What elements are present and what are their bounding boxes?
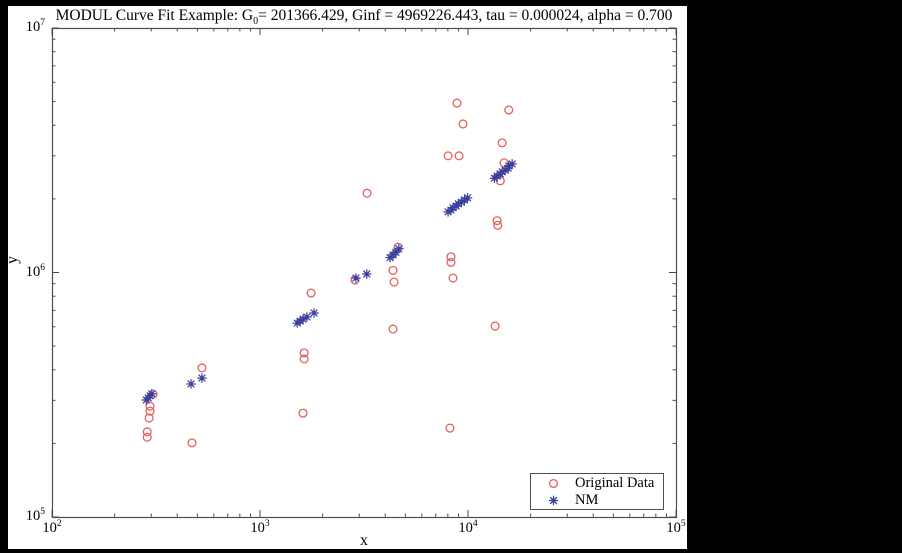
original-data-point (299, 354, 309, 364)
chart-title-subscript: 0 (253, 16, 259, 28)
nm-fit-point (448, 202, 458, 213)
original-data-point (362, 188, 372, 198)
nm-fit-point (443, 207, 453, 217)
nm-fit-point (462, 193, 473, 203)
original-data-point (145, 406, 155, 416)
legend-row-original-data: Original Data (531, 475, 663, 491)
figure-canvas: MODUL Curve Fit Example: G0= 201366.429,… (4, 6, 687, 549)
x-tick-label: 102 (42, 519, 62, 536)
x-axis-label: x (360, 532, 368, 549)
y-tick-label: 105 (25, 507, 45, 524)
original-data-point (187, 438, 197, 448)
original-data-point (142, 427, 152, 437)
nm-fit-point (302, 312, 312, 322)
original-data-point (504, 105, 514, 115)
asterisk-marker-icon (531, 494, 575, 507)
original-data-point (389, 277, 399, 287)
original-data-point (446, 257, 456, 267)
nm-fit-point (292, 318, 303, 328)
legend-row-nm: NM (531, 492, 663, 508)
axes-box (51, 27, 678, 519)
original-data-point (446, 252, 456, 262)
original-data-point (493, 220, 503, 230)
original-data-point (388, 324, 398, 334)
nm-fit-point (147, 388, 157, 399)
chart-title-params: = 201366.429, Ginf = 4969226.443, tau = … (258, 7, 673, 24)
nm-fit-point (500, 165, 511, 176)
original-data-point (458, 119, 468, 129)
original-data-point (492, 216, 502, 226)
original-data-point (388, 265, 398, 275)
legend: Original Data NM (530, 473, 664, 510)
nm-fit-point (456, 197, 467, 207)
original-data-point (445, 423, 455, 433)
original-data-point (299, 348, 309, 358)
nm-fit-point (298, 314, 308, 324)
original-data-point (490, 321, 500, 331)
legend-label-nm: NM (575, 491, 599, 508)
chart-title: MODUL Curve Fit Example: G0= 201366.429,… (44, 7, 684, 27)
circle-marker-icon (531, 477, 575, 490)
nm-fit-point (351, 273, 361, 283)
x-tick-label: 104 (458, 519, 478, 536)
original-data-point (497, 138, 507, 148)
x-tick-label: 105 (666, 519, 686, 536)
plot-area (51, 27, 678, 519)
original-data-point (499, 158, 509, 168)
original-data-point (393, 242, 403, 252)
original-data-point (306, 288, 316, 298)
original-data-point (448, 273, 458, 283)
nm-fit-point (309, 308, 319, 318)
nm-fit-point (361, 269, 372, 279)
original-data-point (298, 408, 308, 418)
original-data-point (197, 363, 207, 373)
original-data-point (350, 275, 360, 285)
nm-fit-point (507, 159, 517, 169)
original-data-point (443, 151, 453, 161)
nm-fit-point (186, 379, 196, 389)
original-data-point (145, 401, 155, 411)
x-tick-label: 103 (250, 519, 270, 536)
original-data-point (144, 413, 154, 423)
original-data-point (142, 432, 152, 442)
original-data-point (452, 98, 462, 108)
chart-title-text: MODUL Curve Fit Example: G (55, 7, 254, 24)
nm-fit-point (453, 198, 464, 209)
y-axis-label: y (3, 256, 21, 264)
nm-fit-point (492, 171, 502, 181)
nm-fit-point (503, 161, 514, 171)
y-tick-label: 106 (25, 262, 45, 280)
nm-fit-point (197, 373, 207, 383)
original-data-point (454, 151, 464, 161)
y-tick-label: 107 (25, 18, 45, 35)
nm-fit-point (394, 243, 404, 254)
nm-fit-point (497, 167, 508, 177)
nm-fit-point (459, 195, 470, 205)
legend-label-original-data: Original Data (575, 474, 655, 491)
